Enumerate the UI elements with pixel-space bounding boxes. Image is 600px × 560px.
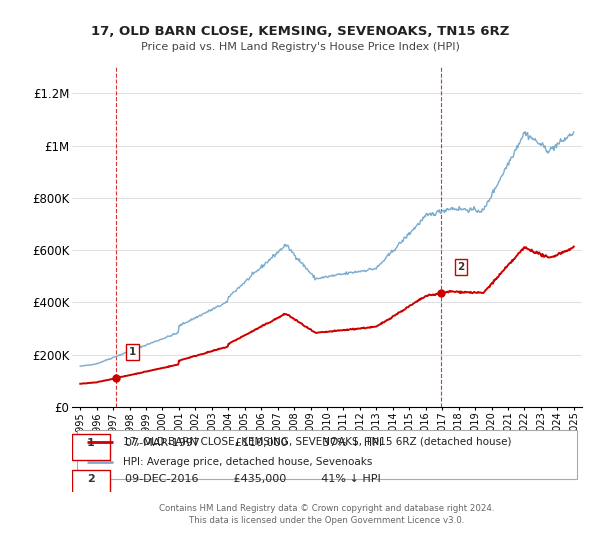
Text: 17, OLD BARN CLOSE, KEMSING, SEVENOAKS, TN15 6RZ (detached house): 17, OLD BARN CLOSE, KEMSING, SEVENOAKS, … bbox=[123, 437, 511, 447]
Text: 1: 1 bbox=[129, 347, 136, 357]
Text: Price paid vs. HM Land Registry's House Price Index (HPI): Price paid vs. HM Land Registry's House … bbox=[140, 42, 460, 52]
Text: 2: 2 bbox=[457, 262, 464, 272]
Text: Contains HM Land Registry data © Crown copyright and database right 2024.
This d: Contains HM Land Registry data © Crown c… bbox=[159, 504, 495, 525]
FancyBboxPatch shape bbox=[77, 430, 577, 479]
FancyBboxPatch shape bbox=[72, 434, 110, 460]
Text: 1: 1 bbox=[87, 438, 95, 449]
Text: 17, OLD BARN CLOSE, KEMSING, SEVENOAKS, TN15 6RZ: 17, OLD BARN CLOSE, KEMSING, SEVENOAKS, … bbox=[91, 25, 509, 38]
Text: 07-MAR-1997          £110,000          37% ↓ HPI: 07-MAR-1997 £110,000 37% ↓ HPI bbox=[118, 438, 382, 449]
Text: 09-DEC-2016          £435,000          41% ↓ HPI: 09-DEC-2016 £435,000 41% ↓ HPI bbox=[118, 474, 380, 484]
FancyBboxPatch shape bbox=[72, 470, 110, 495]
Text: HPI: Average price, detached house, Sevenoaks: HPI: Average price, detached house, Seve… bbox=[123, 457, 373, 467]
Text: 2: 2 bbox=[87, 474, 95, 484]
